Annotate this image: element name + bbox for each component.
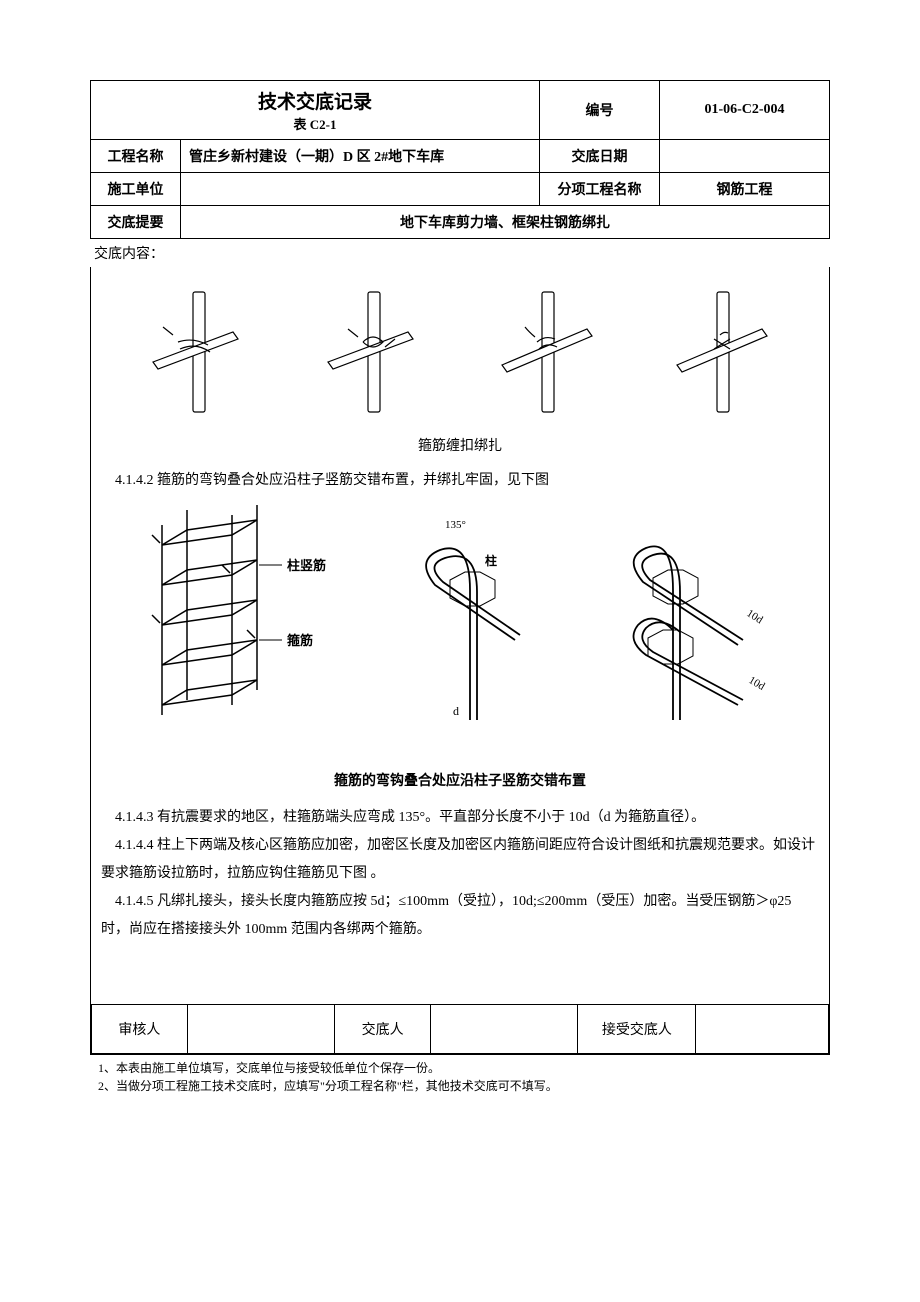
- footnote-1: 1、本表由施工单位填写，交底单位与接受较低单位个保存一份。: [98, 1059, 830, 1077]
- date-value: [660, 140, 830, 173]
- content-section-label: 交底内容：: [90, 239, 830, 267]
- label-135deg: 135°: [445, 519, 466, 531]
- caption-tie-knots: 箍筋缠扣绑扎: [91, 435, 829, 455]
- header-table: 技术交底记录 表 C2-1 编号 01-06-C2-004 工程名称 管庄乡新村…: [90, 80, 830, 239]
- tie-knot-4: [662, 287, 782, 417]
- label-d: d: [453, 704, 459, 718]
- label-vertical-bar: 柱竖筋: [287, 558, 326, 573]
- doc-title: 技术交底记录: [99, 87, 531, 114]
- label-10d-lower: 10d: [746, 674, 767, 693]
- project-value: 管庄乡新村建设（一期）D 区 2#地下车库: [181, 140, 540, 173]
- hook-135-double: 10d 10d: [608, 510, 788, 730]
- diagram-tie-knots: [91, 267, 829, 427]
- submitter-label: 交底人: [335, 1005, 431, 1054]
- summary-label: 交底提要: [91, 206, 181, 239]
- diagram-stirrup-layout: 柱竖筋 箍筋 135° 柱 d: [91, 495, 829, 745]
- hook-135-single: 135° 柱 d: [395, 510, 565, 730]
- submitter-value: [430, 1005, 577, 1054]
- receiver-label: 接受交底人: [578, 1005, 696, 1054]
- unit-value: [181, 173, 540, 206]
- column-cage-diagram: 柱竖筋 箍筋: [132, 505, 352, 735]
- number-value: 01-06-C2-004: [660, 81, 830, 140]
- doc-subtitle: 表 C2-1: [99, 114, 531, 133]
- para-4-1-4-4: 4.1.4.4 柱上下两端及核心区箍筋应加密，加密区长度及加密区内箍筋间距应符合…: [91, 832, 829, 888]
- unit-label: 施工单位: [91, 173, 181, 206]
- reviewer-value: [187, 1005, 334, 1054]
- summary-value: 地下车库剪力墙、框架柱钢筋绑扎: [181, 206, 830, 239]
- label-stirrup: 箍筋: [287, 633, 313, 648]
- para-4-1-4-3: 4.1.4.3 有抗震要求的地区，柱箍筋端头应弯成 135°。平直部分长度不小于…: [91, 804, 829, 832]
- project-label: 工程名称: [91, 140, 181, 173]
- para-4-1-4-5: 4.1.4.5 凡绑扎接头，接头长度内箍筋应按 5d；≤100mm（受拉），10…: [91, 888, 829, 944]
- footnote-2: 2、当做分项工程施工技术交底时，应填写"分项工程名称"栏，其他技术交底可不填写。: [98, 1077, 830, 1095]
- tie-knot-3: [487, 287, 607, 417]
- caption-hook-layout: 箍筋的弯钩叠合处应沿柱子竖筋交错布置: [91, 770, 829, 790]
- para-4-1-4-2: 4.1.4.2 箍筋的弯钩叠合处应沿柱子竖筋交错布置，并绑扎牢固，见下图: [91, 467, 829, 495]
- label-10d-upper: 10d: [744, 607, 765, 626]
- footnotes: 1、本表由施工单位填写，交底单位与接受较低单位个保存一份。 2、当做分项工程施工…: [90, 1055, 830, 1095]
- signoff-table: 审核人 交底人 接受交底人: [91, 1004, 829, 1054]
- subitem-label: 分项工程名称: [540, 173, 660, 206]
- label-column: 柱: [485, 553, 497, 568]
- tie-knot-2: [313, 287, 433, 417]
- reviewer-label: 审核人: [92, 1005, 188, 1054]
- subitem-value: 钢筋工程: [660, 173, 830, 206]
- number-label: 编号: [540, 81, 660, 140]
- tie-knot-1: [138, 287, 258, 417]
- content-body: 箍筋缠扣绑扎 4.1.4.2 箍筋的弯钩叠合处应沿柱子竖筋交错布置，并绑扎牢固，…: [90, 267, 830, 1055]
- receiver-value: [696, 1005, 829, 1054]
- date-label: 交底日期: [540, 140, 660, 173]
